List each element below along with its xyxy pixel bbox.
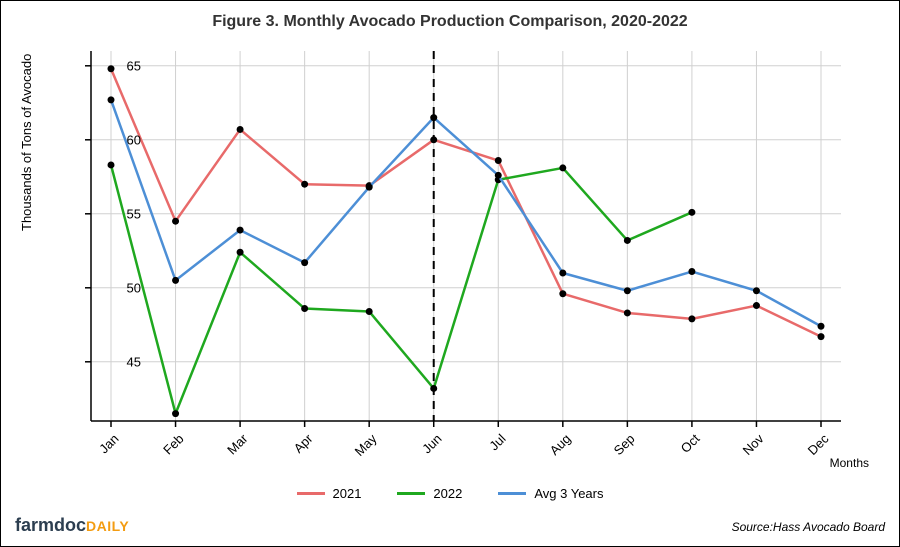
x-tick-label: May — [327, 431, 380, 484]
legend-swatch — [297, 492, 325, 495]
x-tick-label: Nov — [714, 431, 767, 484]
y-tick-label: 55 — [91, 206, 141, 221]
x-tick-label: Jul — [456, 431, 509, 484]
footer-logo: farmdocDAILY — [15, 515, 129, 536]
y-axis-label: Thousands of Tons of Avocado — [19, 54, 34, 231]
legend-label: 2021 — [333, 486, 362, 501]
y-tick-label: 65 — [91, 58, 141, 73]
x-tick-label: Jun — [391, 431, 444, 484]
x-tick-label: Feb — [133, 431, 186, 484]
source-text: Source:Hass Avocado Board — [732, 520, 885, 534]
x-tick-label: Dec — [779, 431, 832, 484]
legend-item: Avg 3 Years — [498, 486, 603, 501]
logo-part-daily: DAILY — [86, 518, 129, 534]
legend-label: Avg 3 Years — [534, 486, 603, 501]
legend-swatch — [397, 492, 425, 495]
x-tick-label: Apr — [262, 431, 315, 484]
chart-title: Figure 3. Monthly Avocado Production Com… — [1, 13, 899, 31]
x-tick-label: Jan — [69, 431, 122, 484]
figure-container: Figure 3. Monthly Avocado Production Com… — [0, 0, 900, 547]
y-tick-label: 45 — [91, 354, 141, 369]
y-tick-label: 50 — [91, 280, 141, 295]
logo-part-doc: doc — [54, 515, 86, 535]
x-tick-label: Aug — [520, 431, 573, 484]
legend-label: 2022 — [433, 486, 462, 501]
plot-area — [91, 51, 841, 421]
legend-item: 2022 — [397, 486, 462, 501]
legend-item: 2021 — [297, 486, 362, 501]
legend: 2021 2022 Avg 3 Years — [1, 483, 899, 501]
x-tick-label: Sep — [585, 431, 638, 484]
legend-swatch — [498, 492, 526, 495]
x-axis-label: Months — [830, 456, 869, 470]
x-tick-label: Mar — [198, 431, 251, 484]
logo-part-farm: farm — [15, 515, 54, 535]
y-tick-label: 60 — [91, 132, 141, 147]
chart-svg — [91, 51, 841, 421]
x-tick-label: Oct — [649, 431, 702, 484]
